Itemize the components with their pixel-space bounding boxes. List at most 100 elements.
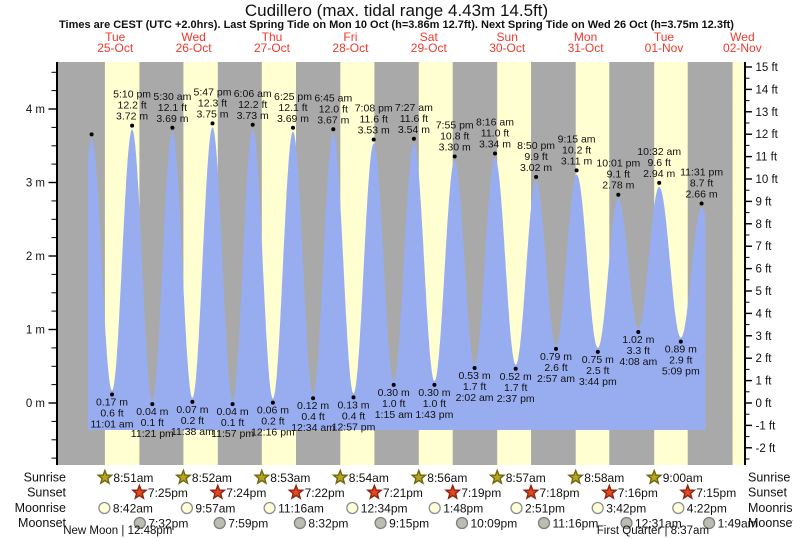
low-tide-label: 12:57 pm	[332, 421, 376, 433]
low-tide-label: 0.75 m	[582, 354, 614, 366]
high-tide-label: 6:06 am	[234, 88, 272, 100]
moonset-circle-icon	[620, 516, 633, 530]
moonrise-circle-icon	[346, 501, 359, 515]
moonrise-time-label: 11:16am	[278, 501, 324, 515]
low-tide-label: 0.79 m	[540, 351, 572, 363]
daylight-band	[732, 62, 745, 465]
low-tide-label: 11:21 pm	[131, 428, 174, 440]
low-tide-label: 0.04 m	[217, 406, 249, 418]
moonset-circle-icon	[133, 516, 146, 530]
sunrise-star-icon	[253, 468, 271, 485]
low-tide-label: 0.2 ft	[181, 415, 204, 427]
tide-extreme-marker	[230, 402, 235, 407]
sunset-time-label: 7:21pm	[383, 486, 423, 500]
moonset-time-label: 10:09pm	[471, 516, 518, 530]
low-tide-label: 11:38 am	[171, 426, 214, 438]
moonrise-time-label: 1:48pm	[443, 501, 483, 515]
row-label-sunrise-left: Sunrise	[24, 471, 66, 485]
tide-extreme-marker	[636, 330, 641, 334]
right-axis-tick-label: 2 ft	[756, 353, 773, 365]
high-tide-label: 3.11 m	[561, 155, 593, 167]
high-tide-label: 3.30 m	[439, 142, 471, 154]
low-tide-label: 0.30 m	[378, 387, 410, 399]
page-title: Cudillero (max. tidal range 4.43m 14.5ft…	[244, 1, 549, 20]
right-axis-tick-label: 1 ft	[756, 376, 773, 388]
tide-extreme-marker	[331, 127, 336, 132]
tide-extreme-marker	[190, 399, 195, 404]
day-date-label: 27-Oct	[254, 41, 291, 55]
tide-curve	[87, 127, 706, 431]
low-tide-label: 11:01 am	[91, 419, 134, 431]
right-axis-tick-label: 10 ft	[756, 174, 779, 186]
low-tide-label: 0.07 m	[176, 404, 208, 416]
moonset-circle-icon	[213, 516, 226, 530]
high-tide-label: 8:50 pm	[517, 140, 555, 152]
right-axis-tick-label: 7 ft	[756, 241, 773, 253]
sunset-star-icon	[365, 483, 383, 500]
high-tide-label: 3.75 m	[196, 108, 228, 120]
low-tide-label: 0.30 m	[418, 387, 450, 399]
day-date-label: 01-Nov	[645, 41, 684, 55]
moonrise-time-label: 4:22pm	[687, 501, 727, 515]
high-tide-label: 12.2 ft	[117, 100, 146, 112]
right-axis-tick-label: 9 ft	[756, 196, 773, 208]
low-tide-label: 0.6 ft	[100, 408, 123, 420]
left-axis-tick-label: 2 m	[26, 251, 45, 263]
sunrise-star-icon	[96, 468, 114, 485]
low-tide-label: 2.5 ft	[586, 365, 609, 377]
moonset-circle-icon	[702, 516, 716, 530]
right-axis-tick-label: 15 ft	[756, 62, 779, 74]
sunrise-time-label: 8:51am	[113, 471, 153, 485]
low-tide-label: 0.04 m	[136, 406, 168, 418]
row-label-sunrise-right: Sunrise	[748, 471, 790, 485]
moonset-circle-icon	[374, 516, 387, 530]
high-tide-label: 9.1 ft	[607, 169, 630, 181]
day-weekday-label: Fri	[343, 30, 357, 44]
tide-extreme-marker	[371, 137, 376, 142]
tide-extreme-marker	[452, 154, 457, 159]
day-date-label: 28-Oct	[332, 41, 369, 55]
right-axis-tick-label: 11 ft	[756, 152, 778, 164]
sunset-star-icon	[287, 483, 305, 500]
sunset-star-icon	[444, 483, 462, 500]
high-tide-label: 5:30 am	[153, 91, 191, 103]
low-tide-label: 3:44 pm	[579, 376, 617, 388]
high-tide-label: 3.02 m	[520, 162, 552, 174]
tide-extreme-marker	[432, 382, 437, 387]
day-weekday-label: Sat	[420, 30, 439, 44]
low-tide-label: 0.2 ft	[261, 416, 284, 428]
sunset-time-label: 7:22pm	[305, 486, 345, 500]
sunset-time-label: 7:25pm	[148, 486, 188, 500]
moonrise-circle-icon	[672, 501, 685, 515]
low-tide-label: 0.4 ft	[342, 410, 365, 422]
high-tide-label: 7:08 pm	[355, 103, 393, 115]
right-axis-tick-label: 8 ft	[756, 219, 773, 231]
high-tide-label: 3.73 m	[237, 110, 269, 122]
sunrise-star-icon	[410, 468, 428, 485]
sunset-star-icon	[130, 483, 148, 500]
low-tide-label: 5:09 pm	[662, 366, 700, 378]
tide-extreme-marker	[89, 132, 94, 137]
low-tide-label: 2.6 ft	[544, 362, 567, 374]
high-tide-label: 2.94 m	[643, 168, 675, 180]
moon-phase-label: New Moon | 12:48pm	[63, 525, 172, 537]
tide-extreme-marker	[472, 366, 477, 370]
day-date-label: 02-Nov	[723, 41, 762, 55]
right-axis-tick-label: 13 ft	[756, 107, 779, 119]
moonrise-circle-icon	[98, 501, 111, 515]
sunrise-time-label: 8:54am	[349, 471, 389, 485]
low-tide-label: 2:57 am	[537, 373, 575, 385]
tide-extreme-marker	[311, 396, 316, 401]
right-axis-tick-label: 0 ft	[756, 398, 773, 410]
sunset-star-icon	[679, 483, 697, 500]
moonrise-circle-icon	[263, 501, 276, 515]
sunrise-time-label: 8:56am	[427, 471, 467, 485]
moonset-circle-icon	[537, 516, 551, 530]
tide-extreme-marker	[595, 349, 600, 354]
high-tide-label: 10:01 pm	[596, 158, 640, 170]
sunrise-star-icon	[645, 468, 663, 485]
high-tide-label: 2.78 m	[602, 180, 634, 192]
tide-extreme-marker	[150, 402, 155, 407]
low-tide-label: 0.17 m	[96, 397, 128, 409]
low-tide-label: 3.3 ft	[627, 345, 650, 357]
